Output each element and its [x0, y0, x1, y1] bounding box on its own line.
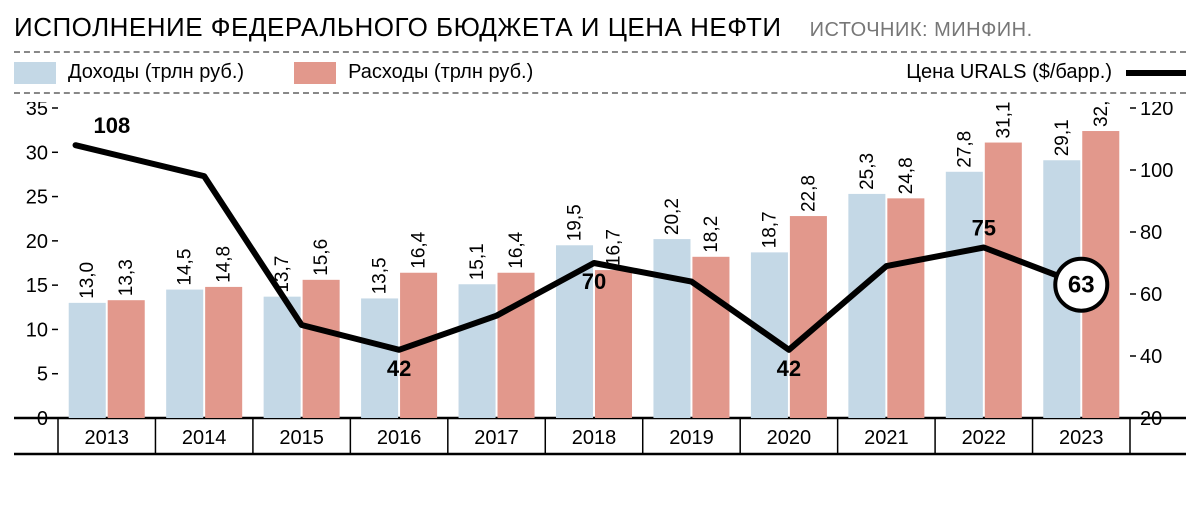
left-tick-label: 10	[26, 319, 48, 341]
expense-bar-label: 16,4	[506, 231, 527, 268]
left-tick-label: 25	[26, 187, 48, 209]
x-axis-label: 2021	[864, 427, 909, 449]
expense-bar	[498, 273, 535, 418]
legend-left: Доходы (трлн руб.) Расходы (трлн руб.)	[14, 61, 533, 84]
income-bar-label: 14,5	[175, 249, 196, 286]
x-axis-label: 2017	[474, 427, 519, 449]
income-bar-label: 20,2	[662, 198, 683, 235]
expense-bar	[985, 143, 1022, 418]
legend-incomes-label: Доходы (трлн руб.)	[68, 61, 244, 84]
x-axis-label: 2023	[1059, 427, 1104, 449]
left-tick-label: 30	[26, 142, 48, 164]
expense-bar	[205, 287, 242, 418]
left-tick-label: 35	[26, 102, 48, 120]
left-tick-label: 20	[26, 231, 48, 253]
income-bar	[69, 303, 106, 418]
legend-expenses: Расходы (трлн руб.)	[294, 61, 533, 84]
expense-bar-label: 24,8	[896, 157, 917, 194]
income-bar-label: 25,3	[857, 153, 878, 190]
income-bar	[946, 172, 983, 418]
right-tick-label: 120	[1140, 102, 1173, 120]
income-bar-label: 13,5	[370, 257, 391, 294]
x-axis-label: 2019	[669, 427, 714, 449]
right-tick-label: 80	[1140, 222, 1162, 244]
income-bar	[459, 284, 496, 418]
expense-bar-label: 15,6	[311, 239, 332, 276]
legend-urals: Цена URALS ($/барр.)	[906, 61, 1186, 84]
right-tick-label: 60	[1140, 284, 1162, 306]
page-title: ИСПОЛНЕНИЕ ФЕДЕРАЛЬНОГО БЮДЖЕТА И ЦЕНА Н…	[14, 12, 782, 43]
expense-bar	[790, 216, 827, 418]
legend-incomes: Доходы (трлн руб.)	[14, 61, 244, 84]
x-axis-label: 2014	[182, 427, 227, 449]
income-bar-label: 27,8	[954, 131, 975, 168]
urals-point-label: 70	[582, 269, 606, 294]
chart-svg: 051015202530352040608010012013,013,32013…	[14, 102, 1186, 462]
urals-point-label: 42	[777, 356, 801, 381]
income-bar	[848, 194, 885, 418]
expense-bar	[692, 257, 729, 418]
expense-bar-label: 14,8	[214, 246, 235, 283]
left-tick-label: 5	[37, 364, 48, 386]
income-bar-label: 19,5	[565, 204, 586, 241]
x-axis-label: 2015	[279, 427, 324, 449]
x-axis-label: 2018	[572, 427, 617, 449]
x-axis-label: 2013	[84, 427, 129, 449]
right-tick-label: 100	[1140, 160, 1173, 182]
expense-bar-label: 16,4	[409, 231, 430, 268]
left-tick-label: 15	[26, 275, 48, 297]
expense-bar-label: 31,1	[993, 102, 1014, 139]
legend-urals-label: Цена URALS ($/барр.)	[906, 61, 1112, 84]
expense-bar-label: 18,2	[701, 216, 722, 253]
urals-final-label: 63	[1068, 272, 1095, 299]
expense-bar-label: 22,8	[798, 175, 819, 212]
urals-point-label: 42	[387, 356, 411, 381]
urals-point-label: 108	[94, 113, 131, 138]
income-bar-label: 15,1	[467, 243, 488, 280]
expense-bar-label: 16,7	[603, 229, 624, 266]
x-axis-label: 2016	[377, 427, 422, 449]
income-bar	[653, 239, 690, 418]
expense-bar	[303, 280, 340, 418]
expense-bar	[887, 198, 924, 418]
income-bar-label: 18,7	[759, 211, 780, 248]
legend: Доходы (трлн руб.) Расходы (трлн руб.) Ц…	[14, 51, 1186, 94]
swatch-line	[1126, 70, 1186, 76]
swatch-expenses	[294, 62, 336, 84]
swatch-incomes	[14, 62, 56, 84]
x-axis-label: 2022	[962, 427, 1007, 449]
legend-expenses-label: Расходы (трлн руб.)	[348, 61, 533, 84]
expense-bar-label: 13,3	[116, 259, 137, 296]
income-bar-label: 29,1	[1052, 119, 1073, 156]
source-label: ИСТОЧНИК: МИНФИН.	[810, 19, 1033, 42]
expense-bar	[108, 300, 145, 418]
right-tick-label: 40	[1140, 346, 1162, 368]
income-bar-label: 13,0	[77, 262, 98, 299]
urals-point-label: 75	[972, 216, 996, 241]
chart: 051015202530352040608010012013,013,32013…	[14, 102, 1186, 462]
income-bar	[166, 290, 203, 418]
x-axis-label: 2020	[767, 427, 812, 449]
expense-bar-label: 32,4	[1091, 102, 1112, 127]
header: ИСПОЛНЕНИЕ ФЕДЕРАЛЬНОГО БЮДЖЕТА И ЦЕНА Н…	[0, 0, 1200, 49]
